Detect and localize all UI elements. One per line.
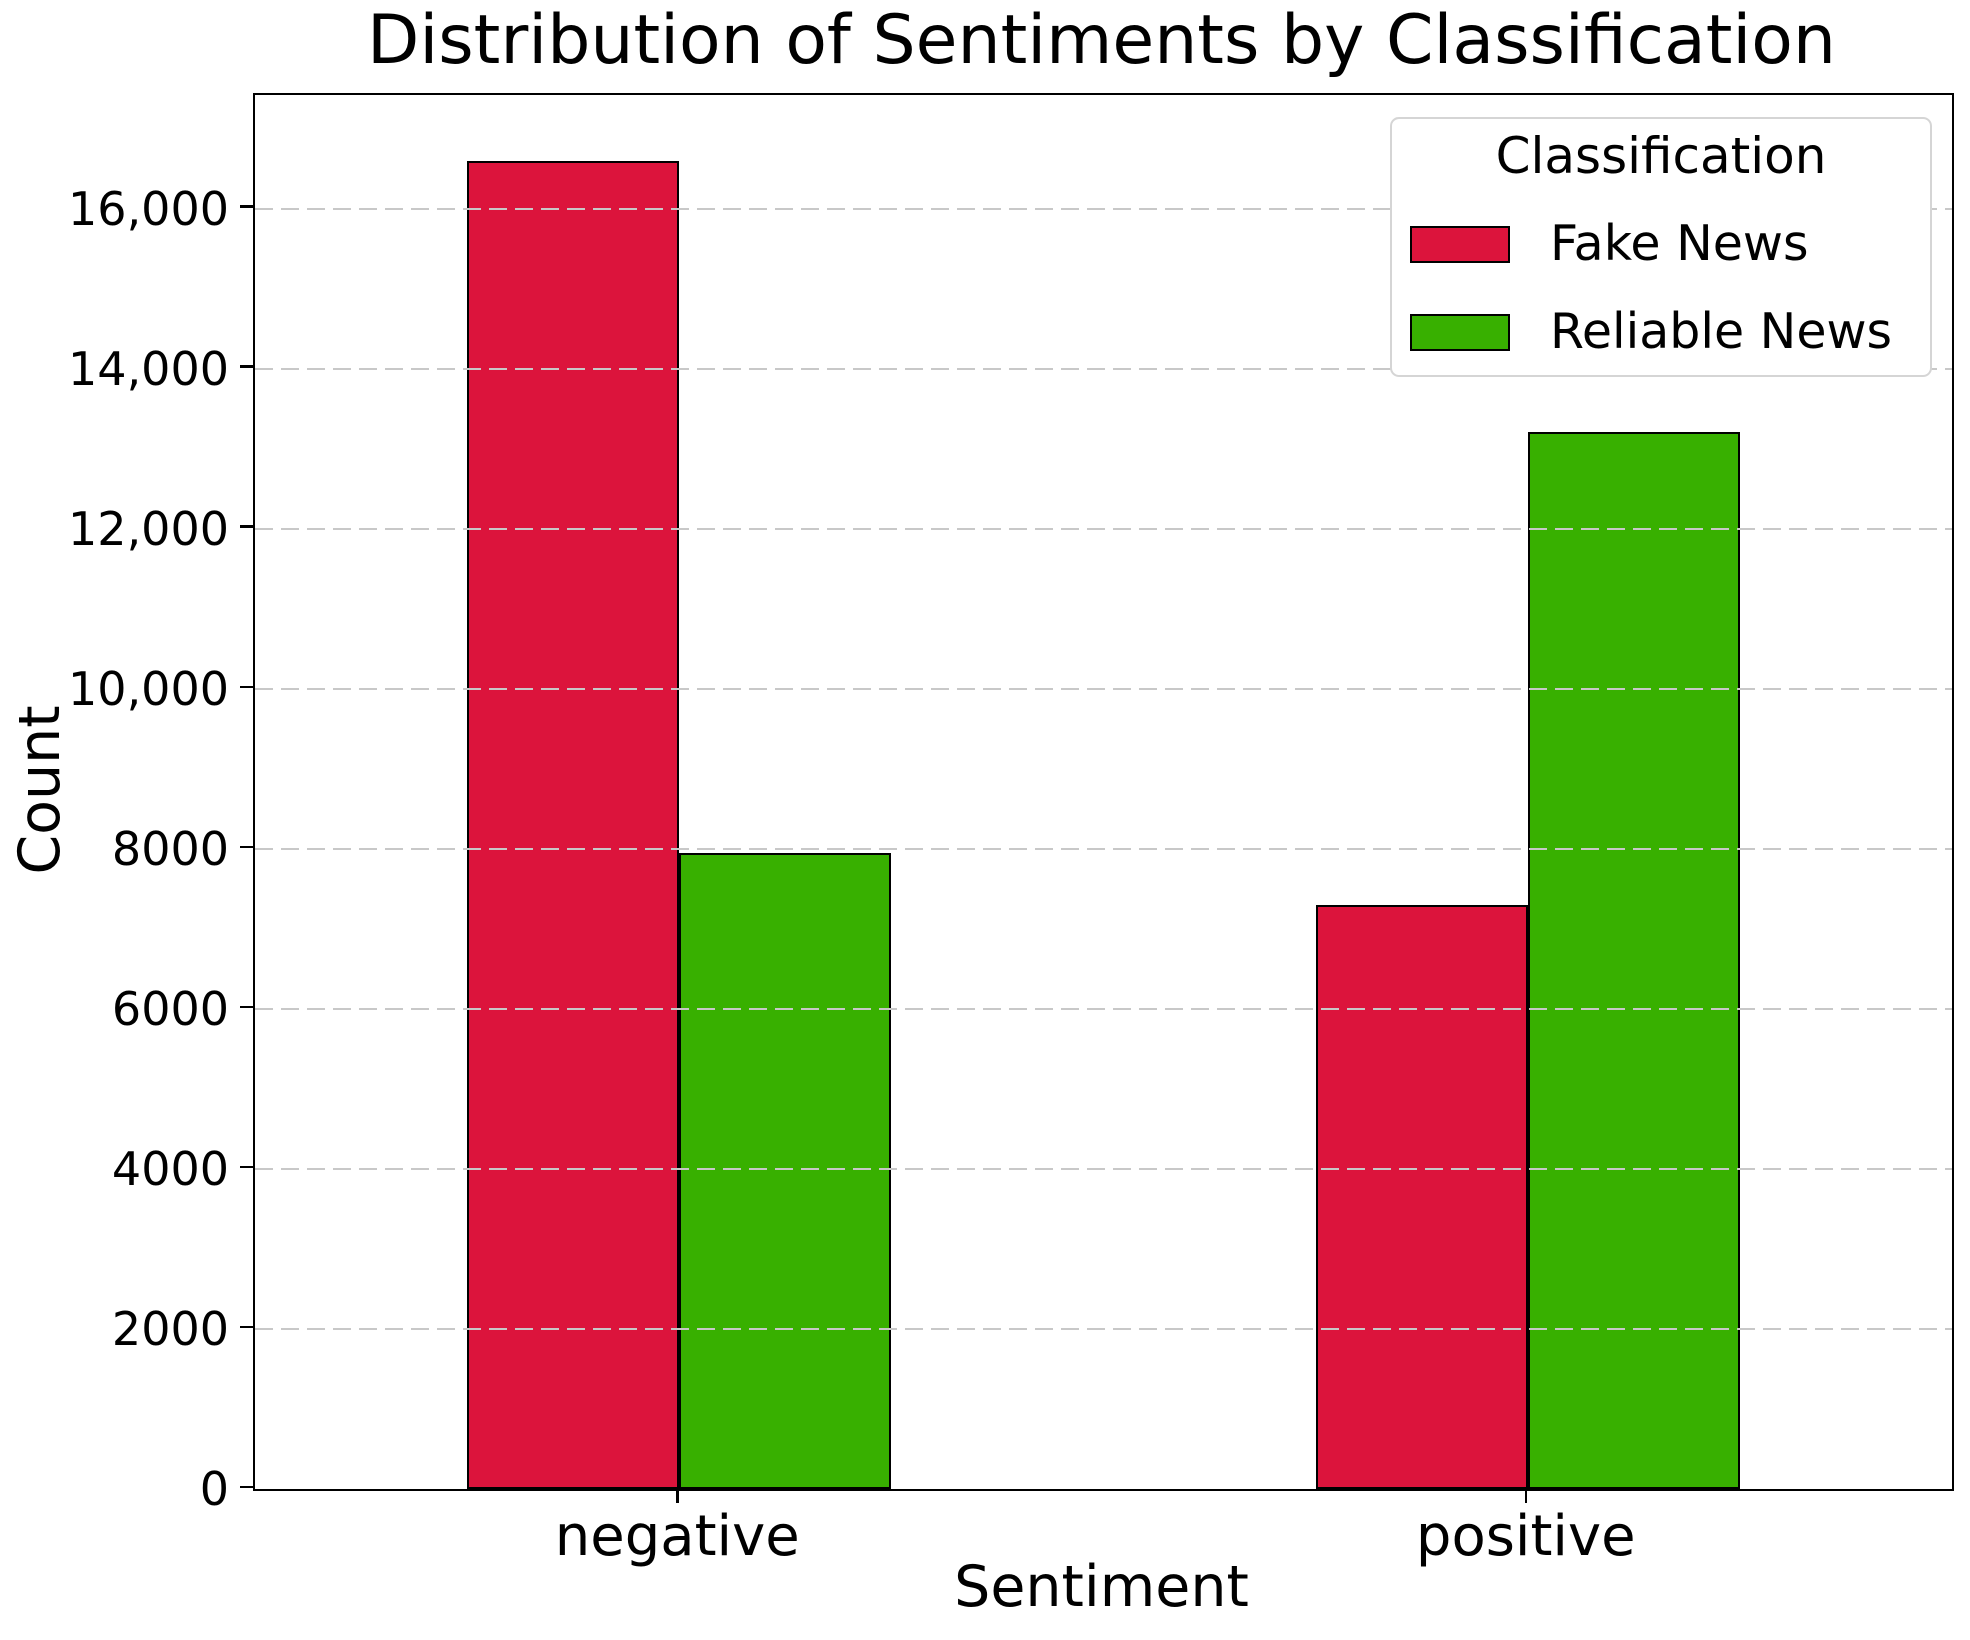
bar-negative-reliable-news (679, 852, 892, 1489)
chart-title: Distribution of Sentiments by Classifica… (367, 1, 1836, 80)
legend-item-fake-news: Fake News (1410, 215, 1930, 273)
ytick-label-14000: 14,000 (68, 341, 229, 396)
ytick-label-6000: 6000 (111, 981, 229, 1036)
ytick-mark-6000 (240, 1005, 253, 1009)
legend: Classification Fake News Reliable News (1390, 117, 1932, 377)
ytick-label-2000: 2000 (111, 1301, 229, 1356)
ytick-mark-8000 (240, 845, 253, 849)
bar-negative-fake-news (467, 161, 680, 1489)
ytick-mark-2000 (240, 1325, 253, 1329)
xtick-mark-positive (1524, 1489, 1527, 1503)
ytick-mark-14000 (240, 365, 253, 368)
ytick-mark-0 (240, 1485, 253, 1489)
xtick-label-positive: positive (1415, 1504, 1636, 1569)
legend-items: Fake News Reliable News (1392, 215, 1930, 361)
ytick-label-16000: 16,000 (68, 181, 229, 236)
legend-label: Fake News (1550, 215, 1809, 272)
ytick-mark-16000 (240, 205, 253, 208)
legend-title: Classification (1495, 127, 1827, 185)
bar-positive-fake-news (1315, 904, 1528, 1489)
legend-item-reliable-news: Reliable News (1410, 303, 1930, 361)
ytick-label-0: 0 (199, 1462, 229, 1516)
ytick-mark-4000 (240, 1165, 253, 1169)
legend-swatch-reliable-news (1410, 313, 1510, 351)
legend-swatch-fake-news (1410, 225, 1510, 263)
ytick-label-8000: 8000 (111, 821, 229, 876)
xtick-mark-negative (676, 1489, 679, 1503)
xtick-label-negative: negative (554, 1504, 800, 1569)
ytick-label-4000: 4000 (111, 1141, 229, 1196)
ytick-label-12000: 12,000 (68, 501, 229, 556)
ytick-mark-10000 (240, 685, 253, 689)
ytick-mark-12000 (240, 525, 253, 528)
legend-label: Reliable News (1550, 303, 1893, 360)
bar-positive-reliable-news (1527, 431, 1740, 1489)
x-axis-label: Sentiment (954, 1554, 1249, 1620)
ytick-label-10000: 10,000 (68, 661, 229, 716)
